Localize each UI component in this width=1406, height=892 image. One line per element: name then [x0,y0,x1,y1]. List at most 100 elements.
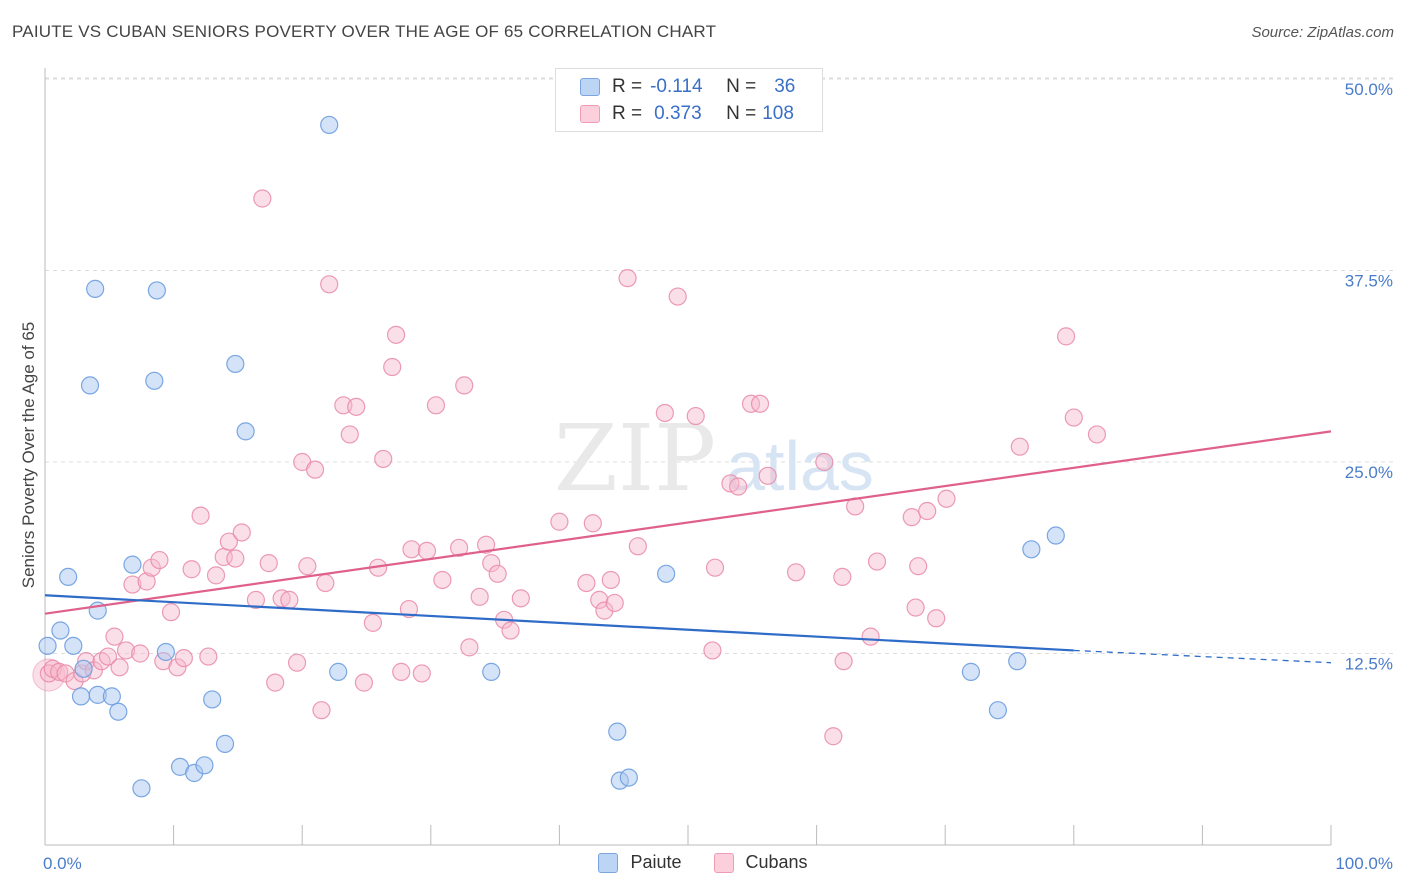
cubans-point [142,558,161,577]
paiute-point [51,621,70,640]
cubans-points [32,189,1107,746]
paiute-point [961,662,981,681]
cubans-point [590,590,609,609]
paiute-trend-line [44,594,1074,652]
cubans-point [206,566,226,585]
cubans-point [219,532,238,551]
r-label: R = [612,103,643,124]
y-tick-label: 12.5% [1345,655,1393,674]
cubans-point [161,603,181,622]
paiute-legend-swatch [598,852,619,873]
paiute-point [102,687,121,706]
cubans-point [116,641,136,660]
y-tick-label: 50.0% [1345,80,1393,99]
y-tick-label: 37.5% [1345,272,1393,291]
x-tick-label: 0.0% [43,854,82,873]
paiute-points [38,115,1065,798]
cubans-point [476,535,496,554]
axes [44,68,1332,846]
legend-row-cubans: R = 0.373 N = 108 [580,102,794,126]
paiute-trend-extension [1073,649,1332,664]
cubans-point [417,541,437,560]
y-tick-label: 25.0% [1345,463,1393,482]
n-label: N = [726,76,757,97]
paiute-point [147,281,166,300]
paiute-point [988,701,1008,720]
tick-labels: 12.5% 25.0% 37.5% 50.0% 0.0% 100.0% [43,80,1393,873]
cubans-point [605,593,624,613]
cubans-point [374,449,393,469]
cubans-point [92,652,111,671]
cubans-point [340,425,359,444]
paiute-point [123,555,142,574]
cubans-point [867,552,887,571]
cubans-point [601,570,620,590]
cubans-point [174,648,193,668]
cubans-point [758,466,777,485]
r-value: -0.114 [650,76,703,97]
cubans-point [902,508,921,527]
cubans-point [226,549,245,568]
watermark-zip: ZIP [554,405,716,512]
cubans-legend-label: Cubans [745,852,808,872]
cubans-point [655,403,674,423]
cubans-point [383,357,402,377]
cubans-point [618,269,637,288]
paiute-point [38,636,57,655]
paiute-point [132,779,151,798]
cubans-point [253,189,272,208]
cubans-point [449,538,469,557]
cubans-point [455,376,474,395]
cubans-point [412,664,431,683]
correlation-legend: R = -0.114 N = 36 R = 0.373 N = 108 [555,68,823,132]
cubans-point [298,557,317,576]
cubans-point [927,609,946,628]
r-value: 0.373 [654,103,702,124]
paiute-point [608,722,627,741]
paiute-point [86,279,105,298]
legend-item-cubans: Cubans [713,852,808,873]
watermark: ZIP atlas [554,405,874,512]
watermark-atlas: atlas [726,427,874,505]
cubans-point [246,590,266,609]
paiute-point [320,115,339,135]
paiute-legend-label: Paiute [630,852,682,872]
cubans-point [287,653,307,672]
cubans-point [595,601,614,620]
paiute-point [1008,652,1027,671]
cubans-point [577,573,596,593]
cubans-point [861,627,880,646]
n-value: 36 [774,76,796,97]
cubans-point [686,406,705,426]
cubans-point [168,658,187,677]
cubans-point [272,589,291,608]
cubans-point [906,598,925,617]
cubans-point [482,554,501,573]
cubans-point [232,523,251,542]
cubans-point [354,673,374,692]
cubans-point [32,658,66,692]
paiute-point [59,567,78,587]
cubans-point [918,501,937,521]
cubans-point [392,662,411,681]
legend-row-paiute: R = -0.114 N = 36 [580,75,795,99]
paiute-point [329,662,348,681]
cubans-point [550,512,569,531]
paiute-point [1046,526,1065,545]
cubans-point [123,575,142,594]
paiute-point [203,690,222,709]
paiute-point [195,756,214,775]
paiute-point [145,371,164,390]
paiute-point [226,354,245,374]
cubans-point [199,647,218,666]
paiute-point [80,376,100,395]
cubans-point [150,550,169,570]
cubans-point [280,590,299,609]
paiute-swatch [580,78,600,96]
cubans-point [824,727,843,746]
cubans-point [131,644,150,663]
cubans-point [105,627,124,646]
paiute-point [619,768,638,787]
cubans-point [511,589,530,608]
cubans-point [909,557,928,576]
